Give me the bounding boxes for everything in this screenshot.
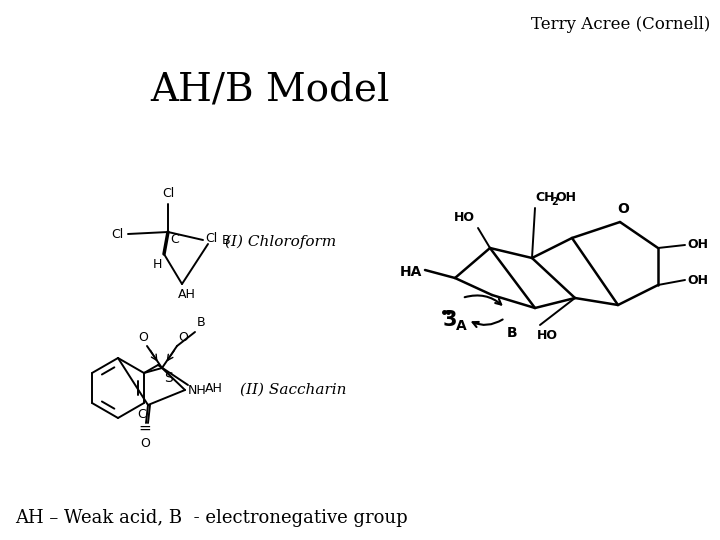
Text: O: O [138,331,148,344]
Text: O: O [617,202,629,216]
Text: 3: 3 [443,310,457,330]
Text: NH: NH [188,384,207,397]
Text: =: = [139,421,151,435]
Text: B: B [222,233,230,246]
Text: AH: AH [178,288,196,301]
Text: AH: AH [205,382,223,395]
Text: Cl: Cl [112,227,124,240]
Text: S: S [164,371,173,385]
Text: Terry Acree (Cornell): Terry Acree (Cornell) [531,16,710,33]
Text: A: A [456,319,467,333]
Text: (II) Saccharin: (II) Saccharin [240,383,346,397]
Text: H: H [153,258,162,271]
Text: OH: OH [687,273,708,287]
Text: C: C [170,233,179,246]
Text: O: O [178,331,188,344]
Text: HO: HO [537,329,558,342]
Text: HO: HO [454,211,475,224]
Text: O: O [140,437,150,450]
Text: OH: OH [555,191,576,204]
Text: OH: OH [687,239,708,252]
Text: CH: CH [535,191,554,204]
Text: AH – Weak acid, B  - electronegative group: AH – Weak acid, B - electronegative grou… [15,509,408,527]
Text: HA: HA [400,265,422,279]
Text: C: C [138,408,146,421]
Text: 2: 2 [551,197,558,207]
Text: AH/B Model: AH/B Model [150,72,390,109]
Text: Cl: Cl [205,232,217,245]
Text: Cl: Cl [162,187,174,200]
Text: B: B [507,326,517,340]
Text: (I) Chloroform: (I) Chloroform [225,235,336,249]
Text: B: B [197,316,206,329]
